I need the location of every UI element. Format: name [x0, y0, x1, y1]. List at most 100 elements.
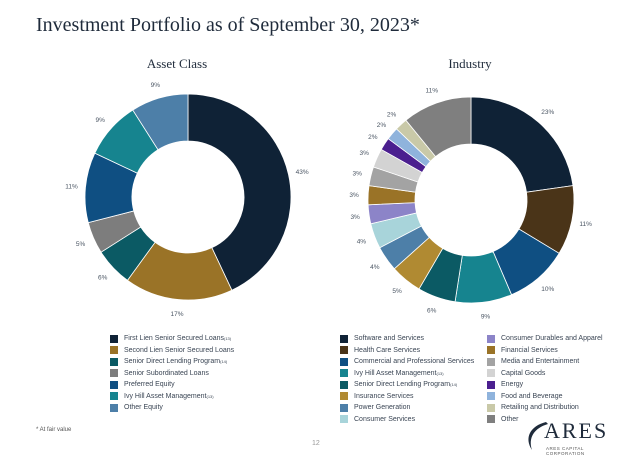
industry-legend-item-12: Energy	[487, 379, 603, 391]
asset-class-legend-superscript-5: (13)	[206, 393, 214, 399]
industry-legend-item-3: Ivy Hill Asset Management (13)	[340, 368, 474, 380]
industry-data-label-8: 3%	[350, 214, 360, 221]
asset-class-legend: First Lien Senior Secured Loans (13) Secon…	[110, 333, 234, 414]
industry-data-label-11: 3%	[359, 150, 369, 157]
asset-class-legend-swatch-5	[110, 392, 118, 401]
industry-data-label-5: 5%	[392, 288, 402, 295]
industry-legend-label-6: Power Generation	[354, 404, 411, 412]
asset-class-slice-6	[132, 93, 189, 151]
industry-legend-column-1: Software and Services Health Care Service…	[340, 333, 474, 425]
industry-legend-item-13: Food and Beverage	[487, 391, 603, 403]
industry-data-label-15: 11%	[425, 87, 438, 94]
industry-legend-item-11: Capital Goods	[487, 368, 603, 380]
asset-class-legend-label-1: Second Lien Senior Secured Loans	[124, 346, 235, 354]
industry-legend-label-14: Retailing and Distribution	[501, 404, 579, 412]
asset-class-legend-swatch-2	[110, 357, 118, 366]
ares-logo-word: ARES	[544, 418, 609, 443]
industry-legend-item-8: Consumer Durables and Apparel	[487, 333, 603, 345]
industry-legend-swatch-10	[487, 357, 495, 366]
asset-class-legend-label-3: Senior Subordinated Loans	[124, 369, 209, 377]
asset-class-legend-label-5: Ivy Hill Asset Management	[124, 392, 207, 400]
industry-legend-swatch-11	[487, 369, 495, 378]
industry-legend-swatch-3	[340, 369, 348, 378]
asset-class-legend-label-4: Preferred Equity	[124, 381, 175, 389]
industry-legend-item-14: Retailing and Distribution	[487, 402, 603, 414]
asset-class-legend-item-5: Ivy Hill Asset Management (13)	[110, 391, 234, 403]
industry-data-label-12: 2%	[368, 134, 378, 141]
asset-class-legend-item-2: Senior Direct Lending Program (14)	[110, 356, 234, 368]
industry-legend-swatch-13	[487, 392, 495, 401]
asset-class-legend-swatch-1	[110, 346, 118, 355]
industry-donut: 23%11%10%9%6%5%4%4%3%3%3%3%2%2%2%11%	[349, 87, 592, 320]
industry-legend-label-3: Ivy Hill Asset Management	[354, 369, 437, 377]
ares-logo-swoosh-icon	[528, 422, 548, 450]
asset-class-legend-label-2: Senior Direct Lending Program	[124, 358, 221, 366]
industry-legend-column-2: Consumer Durables and Apparel Financial S…	[487, 333, 603, 425]
industry-legend-label-2: Commercial and Professional Services	[354, 358, 475, 366]
industry-legend-label-4: Senior Direct Lending Program	[354, 381, 451, 389]
asset-class-data-label-6: 9%	[151, 82, 161, 89]
industry-data-label-13: 2%	[377, 122, 387, 129]
asset-class-legend-swatch-4	[110, 380, 118, 389]
industry-legend-item-0: Software and Services	[340, 333, 474, 345]
industry-legend-swatch-7	[340, 415, 348, 424]
asset-class-legend-swatch-3	[110, 369, 118, 378]
industry-legend-swatch-15	[487, 415, 495, 424]
industry-legend-label-7: Consumer Services	[354, 415, 416, 423]
industry-legend-label-12: Energy	[501, 381, 524, 389]
page-title: Investment Portfolio as of September 30,…	[36, 14, 420, 36]
asset-class-legend-item-4: Preferred Equity	[110, 379, 234, 391]
industry-legend-swatch-4	[340, 380, 348, 389]
industry-legend-swatch-14	[487, 403, 495, 412]
industry-legend-swatch-9	[487, 346, 495, 355]
industry-legend-label-10: Media and Entertainment	[501, 358, 580, 366]
industry-data-label-10: 3%	[352, 170, 362, 177]
asset-class-data-label-1: 17%	[170, 311, 183, 318]
industry-legend-item-1: Health Care Services	[340, 345, 474, 357]
industry-legend-label-11: Capital Goods	[501, 369, 546, 377]
asset-class-legend-label-6: Other Equity	[124, 404, 163, 412]
industry-legend-label-1: Health Care Services	[354, 346, 421, 354]
asset-class-data-label-0: 43%	[296, 169, 309, 176]
industry-legend-swatch-8	[487, 334, 495, 343]
industry-legend-label-8: Consumer Durables and Apparel	[501, 335, 603, 343]
footnote: * At fair value	[36, 427, 72, 433]
industry-legend-label-9: Financial Services	[501, 346, 558, 354]
page-number: 12	[312, 440, 320, 447]
industry-legend-label-13: Food and Beverage	[501, 392, 563, 400]
industry-legend-item-5: Insurance Services	[340, 391, 474, 403]
ares-logo: ARES ARES CAPITAL CORPORATION	[522, 418, 622, 458]
ares-logo-subtitle: ARES CAPITAL CORPORATION	[546, 446, 585, 456]
asset-class-legend-swatch-6	[110, 403, 118, 412]
industry-legend-swatch-5	[340, 392, 348, 401]
industry-legend-swatch-12	[487, 380, 495, 389]
industry-data-label-9: 3%	[349, 192, 359, 199]
industry-legend-item-2: Commercial and Professional Services	[340, 356, 474, 368]
asset-class-donut: 43% 17% 6% 5% 11% 9% 9%	[65, 82, 309, 318]
industry-legend-item-10: Media and Entertainment	[487, 356, 603, 368]
industry-data-label-6: 4%	[370, 264, 380, 271]
industry-legend-swatch-6	[340, 403, 348, 412]
asset-class-legend-superscript-0: (13)	[224, 336, 232, 342]
industry-legend-swatch-1	[340, 346, 348, 355]
industry-legend-item-4: Senior Direct Lending Program (14)	[340, 379, 474, 391]
asset-class-data-label-4: 11%	[65, 183, 78, 190]
industry-legend-swatch-2	[340, 357, 348, 366]
asset-class-data-label-5: 9%	[96, 117, 106, 124]
industry-legend-swatch-0	[340, 334, 348, 343]
industry-slice-15	[405, 96, 472, 158]
asset-class-data-label-3: 5%	[76, 241, 86, 248]
industry-data-label-7: 4%	[357, 238, 367, 245]
industry-legend-item-9: Financial Services	[487, 345, 603, 357]
industry-legend-label-5: Insurance Services	[354, 392, 414, 400]
asset-class-data-label-2: 6%	[98, 275, 108, 282]
asset-class-legend-item-3: Senior Subordinated Loans	[110, 368, 234, 380]
industry-slice-0	[470, 96, 574, 193]
industry-legend-item-15: Other	[487, 414, 603, 426]
industry-data-label-14: 2%	[387, 112, 397, 119]
industry-data-label-4: 6%	[427, 308, 437, 315]
industry-legend-superscript-3: (13)	[436, 370, 444, 376]
industry-data-label-2: 10%	[541, 286, 554, 293]
industry-legend-item-6: Power Generation	[340, 402, 474, 414]
